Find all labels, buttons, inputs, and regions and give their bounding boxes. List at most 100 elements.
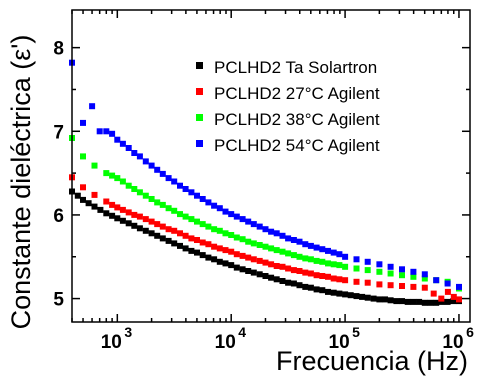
data-point — [222, 230, 229, 237]
data-point — [119, 140, 126, 147]
data-point — [296, 268, 303, 274]
data-point — [165, 226, 172, 233]
data-point — [250, 221, 257, 228]
data-point — [273, 247, 280, 254]
data-point — [211, 243, 218, 250]
data-point — [250, 256, 257, 263]
data-point — [285, 235, 292, 242]
data-point — [228, 232, 235, 238]
data-point — [171, 240, 178, 247]
data-point — [136, 189, 143, 196]
data-point — [416, 298, 423, 305]
data-point — [404, 298, 411, 305]
data-point — [376, 268, 383, 275]
data-point — [364, 279, 371, 286]
data-point — [245, 254, 252, 261]
data-point — [245, 268, 252, 274]
data-point — [177, 182, 183, 189]
data-point — [131, 186, 138, 192]
data-point — [285, 265, 292, 272]
data-point — [188, 235, 195, 242]
data-point — [188, 216, 195, 223]
legend-label: PCLHD2 27°C Agilent — [214, 84, 380, 103]
series-2 — [69, 135, 462, 292]
data-point — [302, 255, 309, 262]
data-point — [410, 268, 417, 275]
data-point — [136, 153, 143, 160]
data-point — [444, 298, 451, 305]
data-point — [125, 182, 132, 189]
data-point — [182, 232, 189, 239]
data-point — [199, 221, 206, 228]
data-point — [444, 288, 451, 295]
data-point — [171, 207, 178, 214]
data-markers — [69, 59, 462, 306]
data-point — [119, 206, 126, 213]
data-point — [421, 299, 428, 306]
series-0 — [69, 188, 462, 306]
data-point — [336, 262, 343, 269]
data-point — [456, 296, 462, 303]
data-point — [233, 213, 240, 220]
data-point — [136, 225, 143, 232]
data-point — [353, 278, 360, 285]
data-point — [256, 271, 263, 278]
data-point — [148, 196, 155, 202]
data-point — [199, 239, 206, 246]
data-point — [273, 263, 280, 269]
data-point — [421, 284, 428, 291]
data-point — [211, 256, 218, 263]
legend-marker — [196, 62, 203, 69]
data-point — [199, 252, 206, 259]
data-point — [91, 203, 98, 210]
data-point — [233, 234, 240, 241]
data-point — [250, 240, 257, 247]
data-point — [313, 244, 320, 251]
data-point — [325, 288, 331, 295]
data-point — [433, 277, 440, 284]
data-point — [387, 263, 394, 270]
data-point — [103, 210, 110, 217]
data-point — [182, 213, 189, 220]
data-point — [319, 273, 326, 279]
x-tick-exponent: 6 — [466, 324, 474, 340]
data-point — [268, 261, 275, 268]
data-point — [159, 170, 166, 177]
data-point — [427, 299, 434, 306]
data-point — [125, 145, 132, 151]
x-axis-title: Frecuencia (Hz) — [276, 346, 468, 376]
data-point — [114, 175, 121, 182]
data-point — [330, 289, 337, 296]
data-point — [188, 247, 195, 254]
data-point — [387, 270, 394, 277]
data-point — [114, 204, 121, 211]
data-point — [296, 282, 303, 289]
data-point — [336, 251, 343, 258]
data-point — [233, 251, 240, 258]
data-point — [290, 280, 297, 287]
data-point — [194, 237, 200, 243]
data-point — [245, 218, 252, 225]
data-point — [302, 283, 309, 290]
axis-ticks — [71, 10, 470, 322]
data-point — [103, 198, 110, 205]
data-point — [313, 286, 320, 293]
data-point — [194, 249, 200, 256]
data-point — [80, 196, 86, 203]
data-point — [109, 172, 116, 179]
data-point — [194, 192, 200, 199]
data-point — [109, 130, 116, 137]
data-point — [376, 281, 383, 288]
data-point — [165, 175, 172, 182]
data-point — [199, 196, 206, 202]
data-point — [159, 223, 166, 230]
data-point — [80, 153, 86, 160]
x-tick-exponent: 5 — [352, 324, 360, 340]
data-point — [319, 258, 326, 265]
data-point — [205, 241, 212, 248]
data-point — [205, 199, 212, 206]
data-point — [421, 271, 428, 278]
x-tick-label: 10 — [442, 332, 463, 353]
data-point — [325, 260, 331, 267]
